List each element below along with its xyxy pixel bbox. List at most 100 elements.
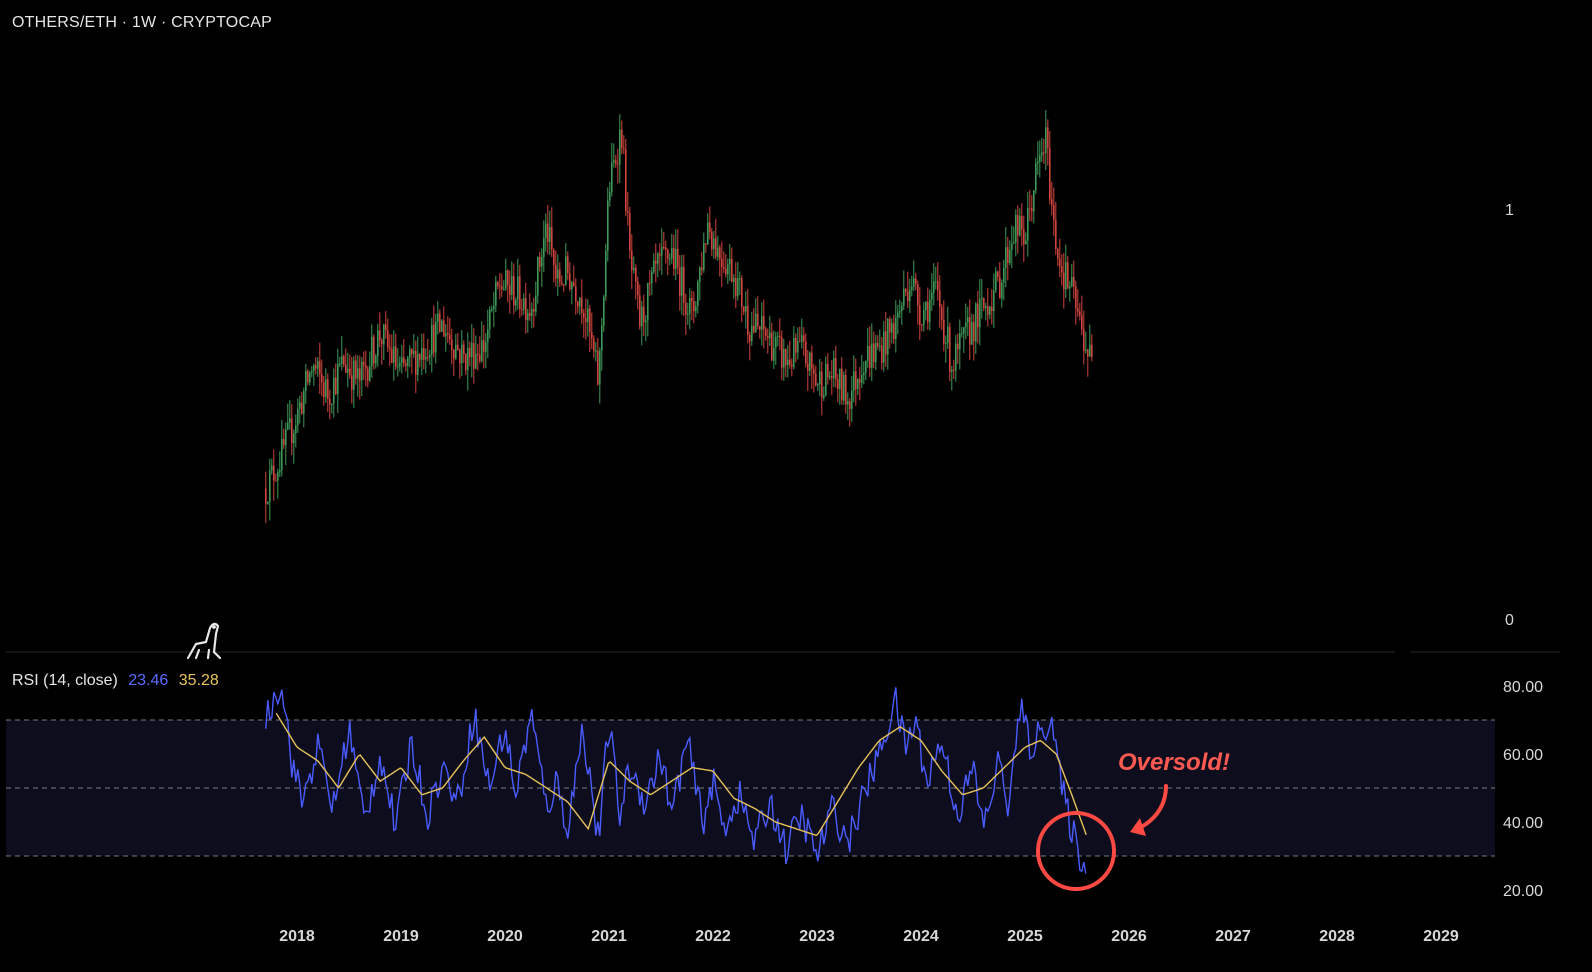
candle-body <box>907 291 909 302</box>
candle-body <box>1053 205 1055 220</box>
candle-body <box>1065 262 1067 290</box>
candle-body <box>311 370 313 373</box>
candle-body <box>603 296 605 326</box>
candle-body <box>415 350 417 375</box>
candle-body <box>343 356 345 365</box>
candle-body <box>865 360 867 373</box>
candle-body <box>613 160 615 163</box>
candle-body <box>841 368 843 401</box>
candle-body <box>297 408 299 426</box>
candle-body <box>867 345 869 361</box>
candle-body <box>423 347 425 360</box>
candle-body <box>765 329 767 336</box>
candle-body <box>967 317 969 323</box>
candle-body <box>501 286 503 290</box>
candle-body <box>637 281 639 296</box>
candle-body <box>1061 266 1063 273</box>
time-axis-tick-label: 2029 <box>1423 928 1459 945</box>
candle-body <box>1031 208 1033 212</box>
candle-body <box>799 341 801 343</box>
candle-body <box>669 258 671 260</box>
candle-body <box>339 363 341 365</box>
candle-body <box>895 317 897 340</box>
candle-body <box>465 354 467 371</box>
candle-body <box>781 337 783 368</box>
candle-body <box>915 278 917 284</box>
candle-body <box>295 425 297 433</box>
candle-body <box>567 256 569 273</box>
candle-body <box>395 346 397 367</box>
candle-body <box>773 347 775 361</box>
rsi-ma-value: 35.28 <box>178 672 219 689</box>
candle-body <box>879 345 881 347</box>
candle-body <box>617 163 619 165</box>
candle-body <box>989 306 991 315</box>
candle-body <box>573 282 575 287</box>
candle-body <box>971 322 973 345</box>
candle-body <box>1049 148 1051 200</box>
candle-body <box>691 297 693 302</box>
candle-body <box>825 363 827 396</box>
candle-body <box>479 355 481 362</box>
candle-body <box>1041 152 1043 156</box>
candle-body <box>659 253 661 256</box>
candle-body <box>715 238 717 257</box>
rsi-value: 23.46 <box>128 672 169 689</box>
candle-body <box>507 270 509 286</box>
candle-body <box>515 299 517 306</box>
candle-body <box>483 340 485 352</box>
candle-body <box>333 377 335 404</box>
candle-body <box>793 337 795 367</box>
candle-body <box>547 223 549 242</box>
candle-body <box>393 346 395 363</box>
candle-body <box>1045 127 1047 154</box>
candle-body <box>1021 216 1023 230</box>
candle-body <box>701 267 703 271</box>
candle-body <box>731 258 733 282</box>
candle-body <box>563 284 565 286</box>
candle-body <box>413 350 415 355</box>
candle-body <box>585 317 587 323</box>
candle-body <box>303 391 305 414</box>
oversold-arrow-head <box>1130 818 1146 836</box>
candle-body <box>953 369 955 371</box>
candle-body <box>545 223 547 239</box>
candle-body <box>289 418 291 423</box>
candle-body <box>821 371 823 398</box>
candle-body <box>477 353 479 356</box>
candle-body <box>1025 240 1027 245</box>
candle-body <box>871 343 873 368</box>
candle-body <box>589 308 591 333</box>
candle-body <box>543 238 545 257</box>
candle-body <box>471 343 473 358</box>
candle-body <box>473 343 475 369</box>
candle-body <box>441 320 443 332</box>
candle-body <box>979 299 981 328</box>
candle-body <box>849 401 851 409</box>
candle-body <box>959 333 961 350</box>
candle-body <box>349 368 351 376</box>
candle-body <box>1055 219 1057 250</box>
candle-body <box>661 246 663 256</box>
candle-body <box>593 338 595 352</box>
candle-body <box>943 319 945 344</box>
candle-body <box>791 364 793 367</box>
time-axis-tick-label: 2018 <box>279 928 315 945</box>
candle-body <box>1009 250 1011 264</box>
candle-body <box>505 270 507 289</box>
candle-body <box>495 282 497 306</box>
candle-body <box>1001 282 1003 299</box>
candle-body <box>923 310 925 326</box>
candle-body <box>1047 127 1049 149</box>
candle-body <box>779 335 781 338</box>
candle-body <box>881 345 883 363</box>
candle-body <box>1013 242 1015 244</box>
candle-body <box>913 278 915 287</box>
candle-body <box>671 248 673 259</box>
candle-body <box>811 352 813 369</box>
candle-body <box>819 371 821 384</box>
candle-body <box>985 306 987 309</box>
candle-body <box>345 364 347 373</box>
candle-body <box>601 325 603 351</box>
